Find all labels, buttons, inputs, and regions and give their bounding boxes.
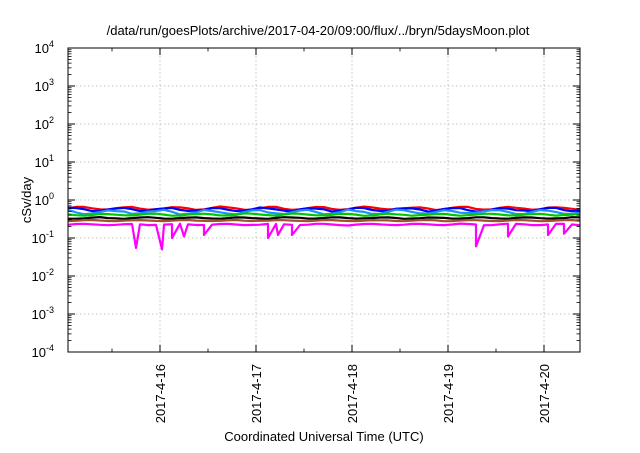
series-line <box>67 212 581 217</box>
series-group <box>67 205 581 251</box>
y-tick-label: 10-1 <box>32 229 54 246</box>
y-tick-label: 10-4 <box>32 343 54 360</box>
y-tick-label: 104 <box>35 39 54 56</box>
y-tick-label: 10-3 <box>32 305 54 322</box>
x-tick-label: 2017-4-20 <box>537 364 552 423</box>
series-line <box>67 222 581 251</box>
y-tick-label: 100 <box>35 191 54 208</box>
y-tick-label: 10-2 <box>32 267 54 284</box>
x-tick-label: 2017-4-16 <box>153 364 168 423</box>
chart-title: /data/run/goesPlots/archive/2017-04-20/0… <box>107 23 530 38</box>
x-axis: 2017-4-16 2017-4-17 2017-4-18 2017-4-19 2017… <box>111 48 552 423</box>
y-tick-label: 103 <box>35 77 54 94</box>
y-axis: 10-4 10-3 10-2 10-1 100 101 102 103 104 <box>32 39 580 360</box>
series-line <box>67 218 581 223</box>
grid <box>68 48 580 352</box>
x-tick-label: 2017-4-19 <box>441 364 456 423</box>
y-axis-label: cSv/day <box>19 176 34 223</box>
series-line <box>68 216 581 220</box>
x-tick-label: 2017-4-18 <box>345 364 360 423</box>
x-tick-label: 2017-4-17 <box>249 364 264 423</box>
y-tick-label: 102 <box>35 115 54 132</box>
x-axis-label: Coordinated Universal Time (UTC) <box>224 429 423 444</box>
y-tick-label: 101 <box>35 153 54 170</box>
